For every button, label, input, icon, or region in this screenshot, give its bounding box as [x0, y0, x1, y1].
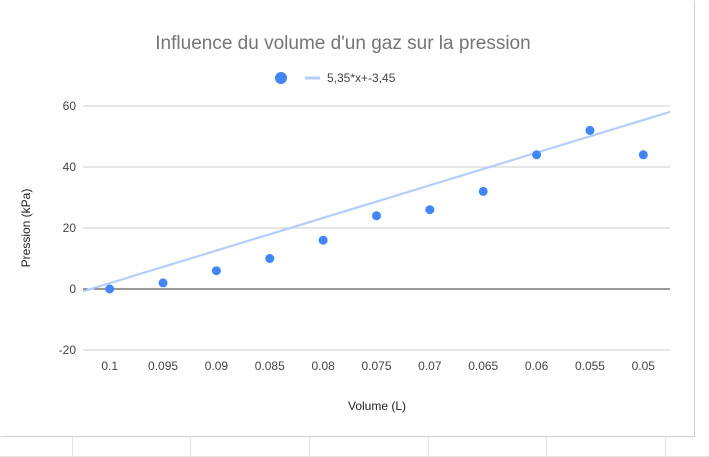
x-tick-label: 0.09: [205, 359, 229, 373]
data-point: [532, 150, 542, 160]
x-tick-label: 0.065: [468, 359, 498, 373]
gridlines: [83, 105, 670, 351]
chart-card[interactable]: Influence du volume d'un gaz sur la pres…: [0, 0, 694, 436]
y-tick-label: -20: [59, 343, 77, 357]
data-point: [638, 150, 648, 160]
y-tick-label: 20: [63, 221, 77, 235]
y-axis-ticks: -20 0 20 40 60: [59, 99, 77, 357]
data-point: [372, 211, 381, 221]
x-tick-label: 0.08: [311, 359, 335, 373]
data-point: [105, 284, 115, 294]
legend-series-marker: [275, 72, 287, 84]
x-axis-ticks: 0.1 0.095 0.09 0.085 0.08 0.075 0.07 0.065 0.06 0…: [101, 359, 655, 373]
x-tick-label: 0.055: [575, 359, 605, 373]
x-tick-label: 0.07: [418, 359, 442, 373]
legend-trendline-label: 5,35*x+-3,45: [327, 71, 396, 85]
x-tick-label: 0.1: [101, 359, 118, 373]
x-tick-label: 0.05: [632, 359, 656, 373]
data-point: [585, 125, 595, 135]
x-tick-label: 0.06: [525, 359, 549, 373]
x-tick-label: 0.075: [361, 359, 391, 373]
y-tick-label: 60: [63, 99, 77, 113]
data-points: [105, 125, 648, 294]
y-tick-label: 0: [69, 282, 76, 296]
x-tick-label: 0.085: [255, 359, 285, 373]
data-point: [158, 278, 168, 288]
y-axis-title: Pression (kPa): [19, 189, 33, 268]
x-tick-label: 0.095: [148, 359, 178, 373]
trendline: [82, 110, 671, 293]
data-point: [211, 266, 221, 276]
data-point: [265, 254, 275, 263]
scatter-chart[interactable]: Influence du volume d'un gaz sur la pres…: [0, 0, 694, 436]
y-tick-label: 40: [63, 160, 77, 174]
data-point: [425, 205, 435, 215]
x-axis-title: Volume (L): [348, 399, 406, 413]
data-point: [478, 186, 488, 196]
chart-title: Influence du volume d'un gaz sur la pres…: [155, 33, 530, 54]
data-point: [318, 235, 328, 245]
